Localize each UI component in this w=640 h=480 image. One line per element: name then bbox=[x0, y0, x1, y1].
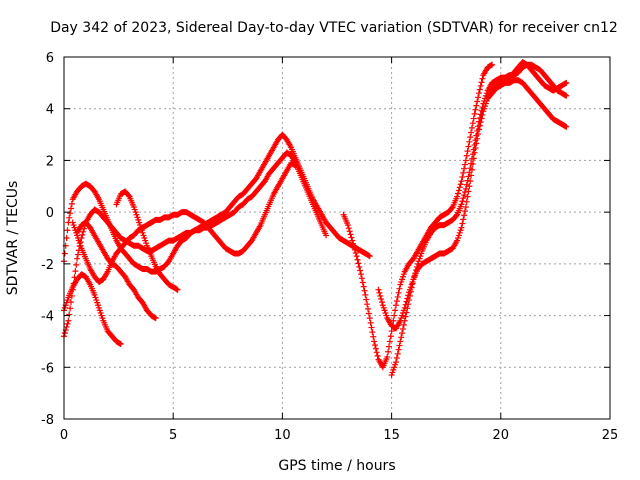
y-tick-label: 2 bbox=[46, 154, 54, 169]
x-tick-label: 5 bbox=[169, 428, 177, 443]
x-tick-label: 10 bbox=[274, 428, 291, 443]
series-8-markers bbox=[375, 77, 570, 332]
y-axis-label: SDTVAR / TECUs bbox=[5, 181, 21, 296]
series-7-markers bbox=[340, 61, 496, 371]
series-10 bbox=[484, 59, 570, 102]
tick-labels: 0 5 10 15 20 25 -8 -6 -4 -2 0 2 4 6 bbox=[41, 51, 618, 443]
plot-border bbox=[63, 56, 611, 420]
y-tick-label: 0 bbox=[46, 206, 54, 221]
series-4 bbox=[69, 160, 299, 285]
series-5 bbox=[74, 219, 159, 322]
y-tick-label: -4 bbox=[41, 310, 54, 325]
y-tick-label: 4 bbox=[46, 103, 54, 118]
axis-ticks bbox=[63, 56, 611, 420]
series-5-markers bbox=[74, 219, 159, 322]
series-2-markers bbox=[61, 131, 373, 275]
y-tick-label: -2 bbox=[41, 258, 54, 273]
y-tick-label: 6 bbox=[46, 51, 54, 66]
chart-title: Day 342 of 2023, Sidereal Day-to-day VTE… bbox=[50, 20, 618, 36]
data-points bbox=[61, 59, 570, 379]
series-6-markers bbox=[113, 188, 181, 293]
x-tick-label: 25 bbox=[602, 428, 619, 443]
x-tick-label: 20 bbox=[493, 428, 510, 443]
x-tick-label: 15 bbox=[383, 428, 400, 443]
y-tick-label: -8 bbox=[41, 413, 54, 428]
y-tick-label: -6 bbox=[41, 361, 54, 376]
series-7 bbox=[340, 61, 496, 371]
x-axis-label: GPS time / hours bbox=[278, 458, 395, 474]
series-6 bbox=[113, 188, 181, 293]
x-tick-label: 0 bbox=[60, 428, 68, 443]
series-4-markers bbox=[69, 160, 299, 285]
series-8 bbox=[375, 77, 570, 332]
series-2 bbox=[61, 131, 373, 275]
series-10-markers bbox=[484, 59, 570, 102]
